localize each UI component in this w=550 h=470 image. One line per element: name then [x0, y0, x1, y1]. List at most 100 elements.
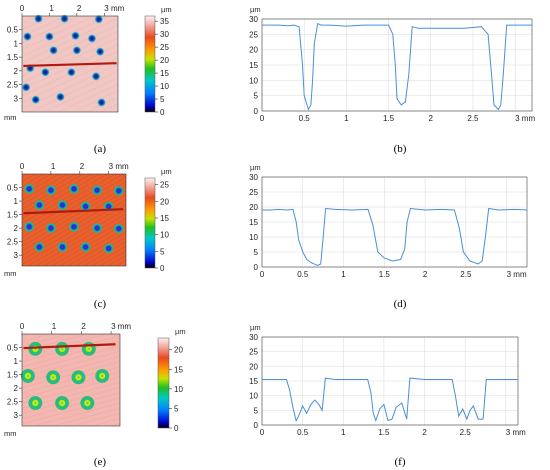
profile-d-ytick-label-0: 0 [254, 263, 259, 272]
heatmap-c-dot-15 [56, 241, 68, 253]
profile-f-ytick-label-2: 10 [249, 392, 258, 401]
heatmap-c-xtick-label-3: 3 mm [109, 162, 129, 171]
heatmap-c-y-unit: mm [4, 269, 17, 278]
heatmap-a-y-unit: mm [4, 113, 17, 122]
heatmap-c-dot-17 [103, 242, 115, 254]
heatmap-a-xtick-label-3: 3 mm [104, 4, 124, 13]
profile-f-xtick-label-5: 2.5 [460, 428, 472, 437]
profile-b-ytick-label-1: 5 [254, 92, 259, 101]
heatmap-e: 0 1 2 3 mm 0.5 1 1.5 2 2.5 3 mm [4, 322, 131, 438]
profile-b-y-unit: µm [250, 5, 261, 14]
heatmap-e-dot-2 [81, 341, 97, 357]
colorbar-a-tick-label-2: 25 [160, 43, 169, 52]
heatmap-a-ytick-label-1: 1 [14, 39, 19, 48]
heatmap-a-dot-13 [91, 71, 101, 81]
colorbar-c-tick-label-5: 0 [160, 264, 165, 273]
colorbar-e-tick-label-1: 15 [174, 365, 183, 374]
profile-f-xtick-label-4: 2 [422, 428, 427, 437]
profile-b-xtick-label-0: 0 [260, 114, 265, 123]
colorbar-e: µm 20 15 10 5 0 [157, 327, 186, 433]
heatmap-a-ytick-label-2: 1.5 [7, 53, 19, 62]
heatmap-a-dot-3 [22, 32, 32, 42]
profile-f-ytick-label-3: 15 [249, 377, 258, 386]
colorbar-e-tick-label-4: 0 [174, 424, 179, 433]
profile-d-xtick-label-0: 0 [260, 270, 265, 279]
colorbar-c-tick-label-0: 25 [160, 181, 169, 190]
profile-f: 0 5 10 15 20 25 30 0 0.5 1 1.5 2 2.5 3 mm µm [249, 323, 526, 437]
profile-b-frame [261, 18, 533, 112]
heatmap-a-dot-7 [49, 45, 59, 55]
heatmap-c-dot-11 [68, 221, 80, 233]
heatmap-e-dot-9 [79, 395, 95, 411]
heatmap-a-profile-line [23, 62, 117, 68]
heatmap-c-ytick-label-1: 1 [14, 197, 19, 206]
heatmap-a-dot-16 [55, 92, 65, 102]
colorbar-a-tick-label-3: 20 [160, 56, 169, 65]
profile-d-y-unit: µm [250, 163, 261, 172]
heatmap-e-dot-3 [20, 368, 36, 384]
colorbar-e-unit: µm [175, 327, 186, 336]
colorbar-a-tick-label-0: 35 [160, 17, 169, 26]
heatmap-e-frame [21, 333, 121, 427]
profile-f-ytick-label-6: 30 [249, 333, 258, 342]
colorbar-c-tick-label-1: 20 [160, 197, 169, 206]
heatmap-c-dot-16 [80, 241, 92, 253]
heatmap-c-dot-10 [45, 222, 57, 234]
heatmap-e-dot-1 [54, 341, 70, 357]
profile-f-xtick-label-0: 0 [260, 428, 265, 437]
heatmap-a-dot-6 [87, 33, 97, 43]
heatmap-c-ytick-label-0: 0.5 [7, 184, 19, 193]
heatmap-a-dot-0 [33, 14, 43, 24]
colorbar-a: µm 35 30 25 20 15 10 5 0 [144, 5, 172, 117]
profile-b-xtick-label-2: 1 [344, 114, 349, 123]
heatmap-c-dot-4 [113, 185, 125, 197]
colorbar-a-tick-label-1: 30 [160, 30, 169, 39]
profile-b-xtick-label-6: 3 mm [515, 114, 535, 123]
heatmap-c-frame [21, 173, 127, 267]
profile-d-xtick-label-5: 2.5 [460, 270, 472, 279]
heatmap-c-xtick-label-1: 1 [51, 162, 56, 171]
heatmap-a-dot-9 [95, 47, 105, 57]
heatmap-c-dot-13 [113, 223, 125, 235]
heatmap-e-xtick-label-1: 1 [52, 322, 57, 331]
profile-f-ytick-label-4: 20 [249, 362, 258, 371]
panel-a: 0 1 2 3 mm 0.5 1 1.5 2 2.5 3 mm µm 35 30 25 20 15 10 5 0 (… [4, 4, 172, 155]
heatmap-a-frame [21, 15, 119, 113]
heatmap-e-ytick-label-2: 1.5 [7, 371, 19, 380]
profile-b-ytick-label-0: 0 [254, 107, 259, 116]
profile-b-ytick-label-3: 15 [249, 61, 258, 70]
caption-e: (e) [94, 456, 107, 468]
profile-d-ytick-label-2: 10 [249, 233, 258, 242]
profile-f-xtick-label-3: 1.5 [378, 428, 390, 437]
profile-f-xtick-label-1: 0.5 [297, 428, 309, 437]
heatmap-e-ytick-label-4: 2.5 [7, 398, 19, 407]
colorbar-c-tick-label-2: 15 [160, 214, 169, 223]
profile-b-ytick-label-2: 10 [249, 76, 258, 85]
heatmap-e-profile-line [23, 343, 116, 350]
profile-b-xtick-label-4: 2 [429, 114, 434, 123]
profile-f-series-line [262, 377, 518, 423]
colorbar-c-bar [144, 177, 156, 269]
caption-b: (b) [394, 143, 407, 155]
caption-c: (c) [94, 298, 107, 310]
profile-b-series-line [262, 22, 532, 111]
heatmap-e-y-unit: mm [4, 429, 17, 438]
profile-b-ytick-label-4: 20 [249, 46, 258, 55]
heatmap-c-dot-12 [91, 222, 103, 234]
heatmap-a-dot-8 [72, 45, 82, 55]
caption-a: (a) [94, 143, 107, 155]
heatmap-a-dot-12 [66, 67, 76, 77]
colorbar-a-tick-label-7: 0 [160, 108, 165, 117]
heatmap-a-ytick-label-5: 3 [14, 94, 19, 103]
colorbar-c-tick-label-4: 5 [160, 247, 165, 256]
panel-f: 0 5 10 15 20 25 30 0 0.5 1 1.5 2 2.5 3 mm µm (f) [249, 323, 526, 468]
heatmap-a-dot-17 [97, 97, 107, 107]
profile-b-ytick-label-5: 25 [249, 30, 258, 39]
heatmap-a-xtick-label-1: 1 [49, 4, 54, 13]
colorbar-c-unit: µm [161, 167, 172, 176]
profile-d-ytick-label-6: 30 [249, 173, 258, 182]
heatmap-a-ytick-label-4: 2.5 [7, 81, 19, 90]
colorbar-e-tick-label-2: 10 [174, 385, 183, 394]
heatmap-c-dot-6 [56, 199, 68, 211]
